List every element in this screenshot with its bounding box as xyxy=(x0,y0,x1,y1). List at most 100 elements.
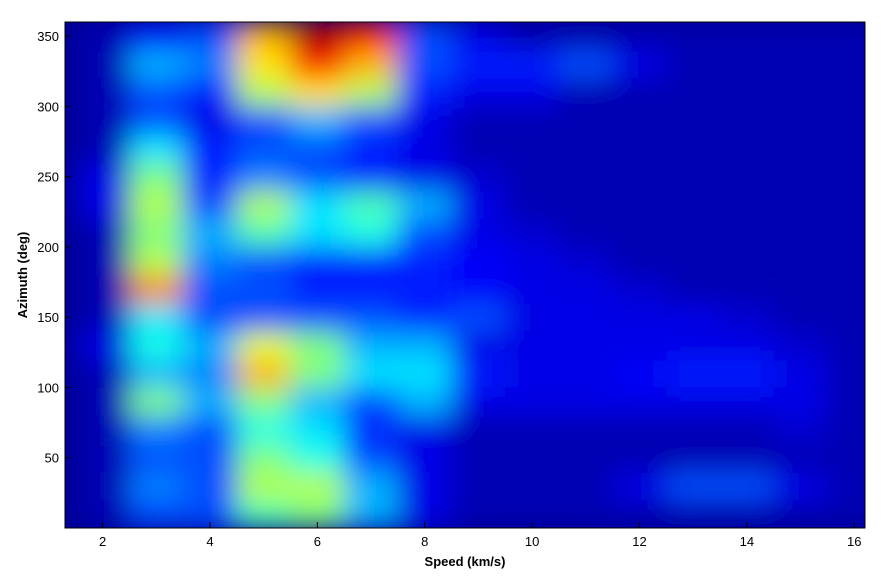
heat-cell xyxy=(773,331,828,360)
heat-cell xyxy=(827,218,865,248)
heat-cell xyxy=(827,443,865,473)
heat-cell xyxy=(344,387,399,417)
heat-cell xyxy=(129,134,184,164)
heat-cell xyxy=(236,443,292,473)
heat-cell xyxy=(397,471,453,501)
heat-cell xyxy=(558,471,614,501)
y-tick-label: 350 xyxy=(37,29,59,44)
heat-cell xyxy=(720,162,775,192)
heat-cell xyxy=(290,50,345,79)
heat-cell xyxy=(505,134,560,164)
heat-cell xyxy=(451,415,506,445)
heat-cell xyxy=(75,246,130,276)
y-tick-label: 50 xyxy=(45,451,59,466)
x-tick-label: 2 xyxy=(99,534,106,549)
heat-cell xyxy=(451,22,506,51)
heat-cell xyxy=(773,443,828,473)
heat-cell xyxy=(666,359,721,388)
heat-cell xyxy=(451,106,506,135)
heat-cell xyxy=(290,331,345,360)
heat-cell xyxy=(505,303,560,332)
heat-cell xyxy=(397,162,453,192)
heat-cell xyxy=(75,134,130,164)
heat-cell xyxy=(720,106,775,135)
heat-cell xyxy=(290,190,345,220)
heat-cell xyxy=(451,190,506,220)
heat-cell xyxy=(720,134,775,164)
heat-cell xyxy=(666,50,721,79)
heat-cell xyxy=(827,78,865,107)
heat-cell xyxy=(183,22,238,51)
heat-cell xyxy=(236,22,292,51)
heat-cell xyxy=(183,471,238,501)
heat-cell xyxy=(397,303,453,332)
heat-cell xyxy=(558,331,614,360)
heat-cell xyxy=(75,22,130,51)
heat-cell xyxy=(612,190,667,220)
heat-cell xyxy=(558,190,614,220)
heat-cell xyxy=(666,387,721,417)
heat-cell xyxy=(451,443,506,473)
heat-cell xyxy=(344,218,399,248)
heat-cell xyxy=(612,303,667,332)
heat-cell xyxy=(451,134,506,164)
heat-cell xyxy=(397,331,453,360)
heat-cell xyxy=(720,275,775,304)
heat-cell xyxy=(183,134,238,164)
heat-cell xyxy=(773,134,828,164)
heat-cell xyxy=(505,331,560,360)
heat-cell xyxy=(236,415,292,445)
heat-cell xyxy=(236,218,292,248)
heat-cell xyxy=(397,50,453,79)
heat-cell xyxy=(344,22,399,51)
heat-cell xyxy=(612,106,667,135)
heat-cell xyxy=(397,443,453,473)
heat-cell xyxy=(183,415,238,445)
heatmap-cells xyxy=(75,22,865,528)
heat-cell xyxy=(397,387,453,417)
heat-cell xyxy=(183,275,238,304)
heat-cell xyxy=(558,499,614,528)
heat-cell xyxy=(666,415,721,445)
heat-cell xyxy=(451,359,506,388)
heat-cell xyxy=(558,443,614,473)
heat-cell xyxy=(612,22,667,51)
heat-cell xyxy=(75,106,130,135)
heat-cell xyxy=(827,246,865,276)
heat-cell xyxy=(773,190,828,220)
heat-cell xyxy=(290,415,345,445)
heat-cell xyxy=(451,275,506,304)
heat-cell xyxy=(75,443,130,473)
heat-cell xyxy=(827,134,865,164)
heat-cell xyxy=(397,78,453,107)
heat-cell xyxy=(773,359,828,388)
heat-cell xyxy=(666,499,721,528)
heat-cell xyxy=(183,331,238,360)
heat-cell xyxy=(505,22,560,51)
heat-cell xyxy=(290,78,345,107)
heat-cell xyxy=(129,331,184,360)
heat-cell xyxy=(558,22,614,51)
heat-cell xyxy=(505,471,560,501)
plot-frame xyxy=(64,21,866,529)
heat-cell xyxy=(451,246,506,276)
heat-cell xyxy=(773,303,828,332)
heat-cell xyxy=(290,22,345,51)
heat-cell xyxy=(129,106,184,135)
heat-cell xyxy=(183,78,238,107)
heat-cell xyxy=(344,499,399,528)
heat-cell xyxy=(236,190,292,220)
heat-cell xyxy=(558,218,614,248)
heat-cell xyxy=(505,387,560,417)
heat-cell xyxy=(75,331,130,360)
heat-cell xyxy=(397,106,453,135)
heat-cell xyxy=(75,415,130,445)
heat-cell xyxy=(290,443,345,473)
heat-cell xyxy=(344,275,399,304)
x-tick-label: 14 xyxy=(740,534,754,549)
heat-cell xyxy=(666,303,721,332)
heat-cell xyxy=(505,275,560,304)
heat-cell xyxy=(720,78,775,107)
heat-cell xyxy=(236,499,292,528)
heat-cell xyxy=(666,78,721,107)
